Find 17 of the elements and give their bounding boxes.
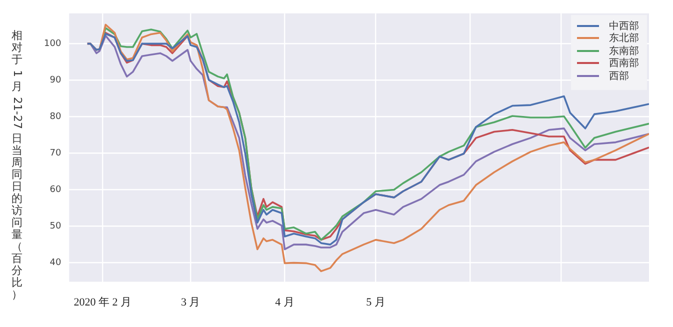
y-tick-label: 80 bbox=[50, 112, 62, 122]
x-tick-label: 3 月 bbox=[180, 296, 200, 308]
y-tick-label: 100 bbox=[44, 39, 62, 50]
legend-label: 西南部 bbox=[609, 56, 639, 70]
x-tick-label: 2020 年 2 月 bbox=[74, 296, 132, 308]
y-tick-label: 90 bbox=[50, 76, 62, 86]
x-tick-label: 5 月 bbox=[366, 296, 386, 308]
y-tick-label: 60 bbox=[50, 185, 62, 196]
y-tick-label: 40 bbox=[50, 258, 62, 268]
legend-label: 东南部 bbox=[609, 44, 639, 58]
legend-label: 中西部 bbox=[609, 20, 639, 32]
legend-label: 西部 bbox=[609, 70, 629, 83]
x-tick-label: 4 月 bbox=[275, 296, 294, 308]
text: 相对于 1 月 21-27 日当周同日的访问量（百分比） bbox=[11, 29, 24, 301]
legend-label: 东北部 bbox=[609, 32, 639, 46]
y-tick-label: 70 bbox=[50, 148, 62, 159]
y-tick-label: 50 bbox=[50, 222, 62, 232]
